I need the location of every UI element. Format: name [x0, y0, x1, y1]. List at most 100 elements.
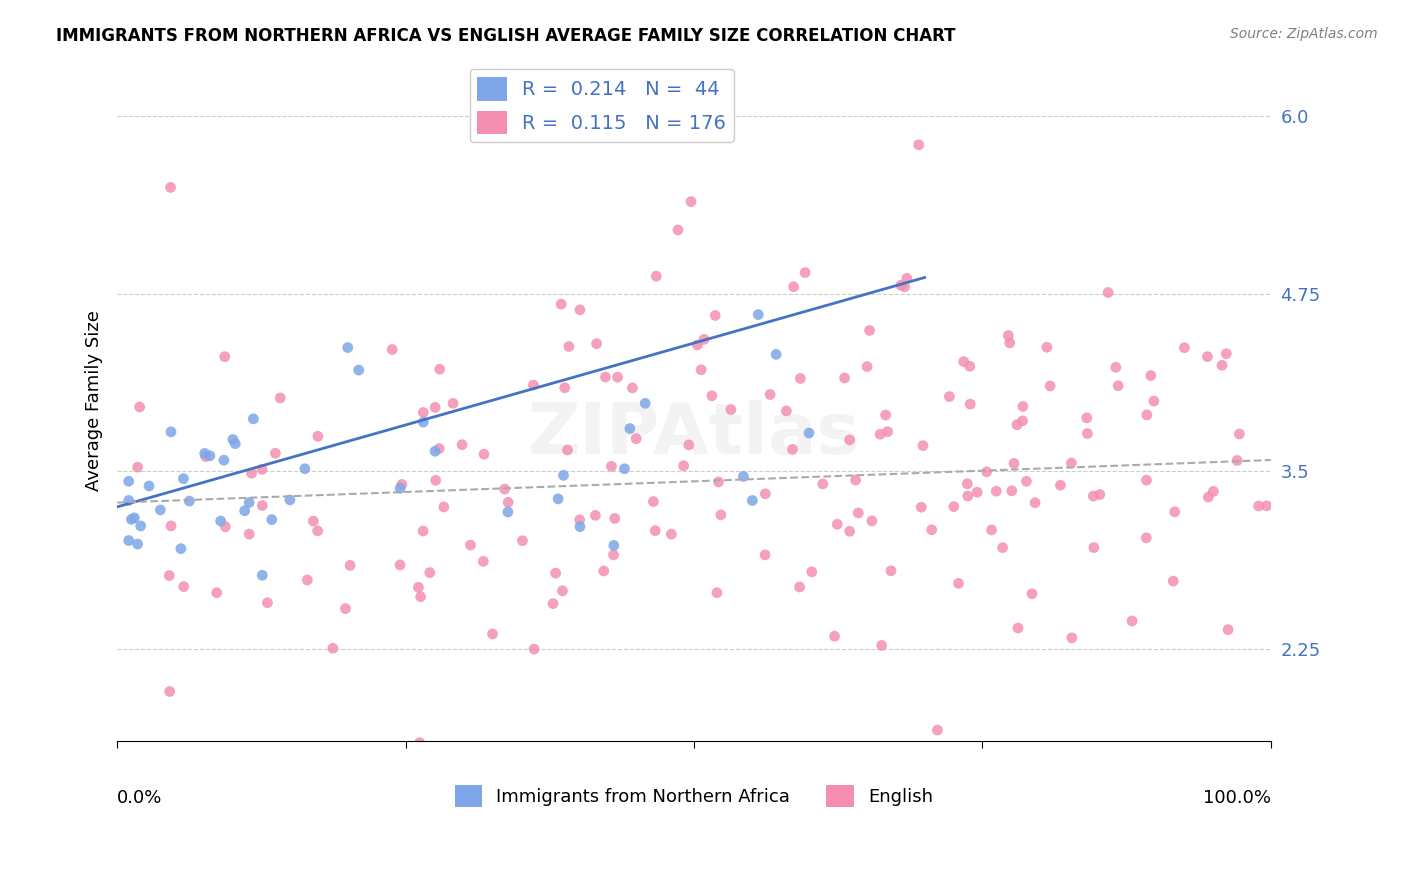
English [412, 405, 434, 419]
English [643, 494, 665, 508]
Immigrants from Northern Africa [238, 495, 260, 509]
English [1001, 483, 1024, 498]
English [1011, 414, 1033, 428]
English [544, 566, 567, 581]
Immigrants from Northern Africa [170, 541, 193, 556]
English [1226, 453, 1249, 467]
English [408, 580, 430, 594]
Immigrants from Northern Africa [160, 425, 183, 439]
Immigrants from Northern Africa [613, 462, 636, 476]
Immigrants from Northern Africa [603, 539, 626, 553]
English [441, 396, 464, 410]
English [998, 335, 1021, 350]
English [127, 460, 149, 475]
English [986, 484, 1008, 499]
English [585, 336, 607, 351]
English [706, 585, 728, 599]
English [1173, 341, 1195, 355]
Text: ZIPAtlas: ZIPAtlas [527, 400, 860, 469]
English [1135, 531, 1157, 545]
English [1024, 496, 1046, 510]
English [976, 465, 998, 479]
English [997, 328, 1019, 343]
English [606, 370, 628, 384]
English [1136, 408, 1159, 422]
Immigrants from Northern Africa [222, 433, 245, 447]
English [568, 513, 591, 527]
English [339, 558, 361, 573]
English [754, 548, 776, 562]
English [157, 568, 180, 582]
English [419, 566, 441, 580]
English [1002, 457, 1025, 471]
Text: Source: ZipAtlas.com: Source: ZipAtlas.com [1230, 27, 1378, 41]
English [893, 280, 915, 294]
English [1202, 484, 1225, 499]
English [550, 297, 572, 311]
English [558, 339, 581, 353]
English [846, 506, 869, 520]
Immigrants from Northern Africa [423, 444, 446, 458]
Immigrants from Northern Africa [765, 347, 787, 361]
Immigrants from Northern Africa [149, 503, 172, 517]
English [782, 442, 804, 457]
Immigrants from Northern Africa [412, 415, 434, 429]
English [782, 280, 804, 294]
English [427, 442, 450, 456]
English [1036, 340, 1059, 354]
English [956, 476, 979, 491]
English [1076, 426, 1098, 441]
Immigrants from Northern Africa [496, 505, 519, 519]
English [159, 684, 181, 698]
Immigrants from Northern Africa [118, 533, 141, 548]
English [472, 447, 495, 461]
English [250, 462, 273, 476]
Legend: Immigrants from Northern Africa, English: Immigrants from Northern Africa, English [447, 778, 941, 814]
English [554, 381, 576, 395]
English [966, 485, 988, 500]
English [870, 639, 893, 653]
English [173, 580, 195, 594]
English [472, 554, 495, 568]
English [644, 524, 666, 538]
English [425, 473, 447, 487]
English [1107, 378, 1129, 392]
English [159, 180, 181, 194]
Immigrants from Northern Africa [260, 512, 283, 526]
English [720, 402, 742, 417]
Y-axis label: Average Family Size: Average Family Size [86, 310, 103, 491]
English [128, 400, 150, 414]
Immigrants from Northern Africa [127, 537, 149, 551]
Immigrants from Northern Africa [233, 504, 256, 518]
English [1197, 350, 1219, 364]
English [568, 302, 591, 317]
English [942, 500, 965, 514]
English [307, 524, 329, 538]
Text: IMMIGRANTS FROM NORTHERN AFRICA VS ENGLISH AVERAGE FAMILY SIZE CORRELATION CHART: IMMIGRANTS FROM NORTHERN AFRICA VS ENGLI… [56, 27, 956, 45]
English [700, 389, 723, 403]
English [759, 387, 782, 401]
English [381, 343, 404, 357]
English [860, 514, 883, 528]
Text: 100.0%: 100.0% [1202, 789, 1271, 807]
English [460, 538, 482, 552]
Immigrants from Northern Africa [209, 514, 232, 528]
English [1083, 489, 1105, 503]
English [1227, 427, 1250, 442]
English [754, 487, 776, 501]
English [592, 564, 614, 578]
English [252, 499, 274, 513]
English [238, 527, 260, 541]
Immigrants from Northern Africa [568, 519, 591, 533]
Immigrants from Northern Africa [747, 308, 769, 322]
English [907, 137, 929, 152]
English [1197, 490, 1219, 504]
Immigrants from Northern Africa [741, 493, 763, 508]
Immigrants from Northern Africa [179, 494, 201, 508]
English [600, 459, 623, 474]
English [845, 473, 868, 487]
Immigrants from Northern Africa [278, 492, 301, 507]
English [409, 736, 432, 750]
Immigrants from Northern Africa [124, 511, 146, 525]
English [686, 338, 709, 352]
